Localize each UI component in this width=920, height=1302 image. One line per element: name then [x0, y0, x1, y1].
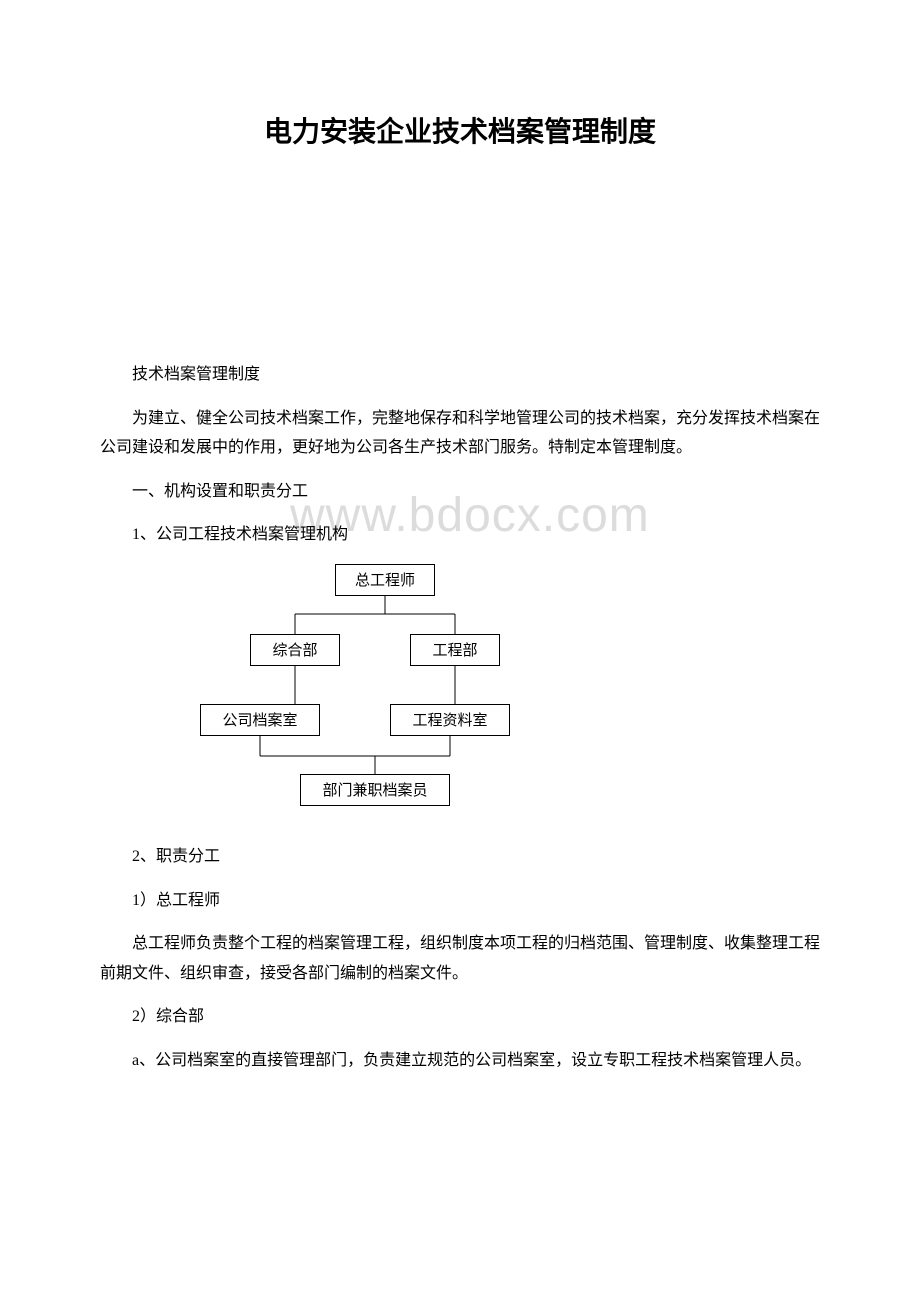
org-node-engineering-dept: 工程部	[410, 634, 500, 666]
org-node-company-archive: 公司档案室	[200, 704, 320, 736]
org-node-project-archive: 工程资料室	[390, 704, 510, 736]
item-1-heading: 1、公司工程技术档案管理机构	[100, 520, 820, 550]
org-node-chief-engineer: 总工程师	[335, 564, 435, 596]
subitem-2a-body: a、公司档案室的直接管理部门，负责建立规范的公司档案室，设立专职工程技术档案管理…	[100, 1046, 820, 1076]
subitem-1-heading: 1）总工程师	[100, 886, 820, 916]
paragraph-heading: 技术档案管理制度	[100, 360, 820, 390]
subitem-1-body: 总工程师负责整个工程的档案管理工程，组织制度本项工程的归档范围、管理制度、收集整…	[100, 929, 820, 988]
section-1-heading: 一、机构设置和职责分工	[100, 477, 820, 507]
org-chart: 总工程师 综合部 工程部 公司档案室 工程资料室 部门兼职档案员	[200, 564, 560, 824]
org-node-general-dept: 综合部	[250, 634, 340, 666]
paragraph-intro: 为建立、健全公司技术档案工作，完整地保存和科学地管理公司的技术档案，充分发挥技术…	[100, 404, 820, 463]
org-node-part-time-archivist: 部门兼职档案员	[300, 774, 450, 806]
document-title: 电力安装企业技术档案管理制度	[100, 110, 820, 150]
item-2-heading: 2、职责分工	[100, 842, 820, 872]
subitem-2-heading: 2）综合部	[100, 1002, 820, 1032]
